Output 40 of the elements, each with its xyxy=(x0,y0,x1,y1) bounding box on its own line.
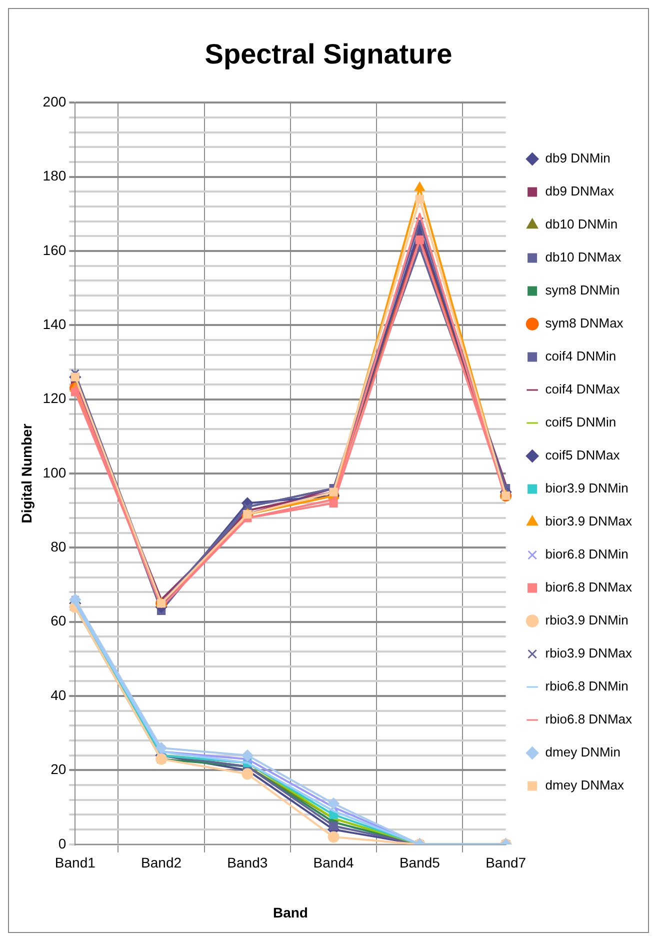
legend-label: bior3.9 DNMax xyxy=(545,514,632,529)
y-tick-label: 40 xyxy=(50,686,66,703)
x-tick-label: Band3 xyxy=(227,854,268,871)
legend-label: coif4 DNMax xyxy=(545,382,620,397)
y-tick-label: 160 xyxy=(42,242,66,258)
legend-label: bior6.8 DNMin xyxy=(545,546,628,562)
legend-label: sym8 DNMin xyxy=(545,282,620,298)
x-tick-label: Band4 xyxy=(313,854,354,871)
x-tick-label: Band1 xyxy=(54,854,96,871)
legend-label: db9 DNMin xyxy=(545,150,610,166)
legend-label: dmey DNMax xyxy=(545,778,625,793)
y-tick-label: 140 xyxy=(42,316,66,332)
legend-label: dmey DNMin xyxy=(545,744,620,760)
chart-title: Spectral Signature xyxy=(204,38,452,70)
legend-label: rbio3.9 DNMin xyxy=(545,612,628,628)
x-tick-label: Band2 xyxy=(141,854,182,871)
legend-label: rbio6.8 DNMax xyxy=(545,712,632,727)
x-tick-label: Band7 xyxy=(486,854,526,871)
y-axis-title: Digital Number xyxy=(18,423,34,524)
legend-label: db10 DNMin xyxy=(545,216,618,232)
y-tick-label: 20 xyxy=(50,761,66,778)
y-tick-label: 60 xyxy=(50,612,66,629)
y-tick-label: 0 xyxy=(58,835,66,852)
legend-label: sym8 DNMax xyxy=(545,316,624,331)
legend-label: rbio6.8 DNMin xyxy=(545,678,628,694)
legend-label: db9 DNMax xyxy=(545,184,614,199)
legend-label: rbio3.9 DNMax xyxy=(545,646,632,661)
legend-label: coif5 DNMax xyxy=(545,448,620,463)
y-tick-label: 80 xyxy=(50,538,66,555)
legend-label: db10 DNMax xyxy=(545,250,622,265)
x-axis-title: Band xyxy=(272,904,308,920)
x-tick-label: Band5 xyxy=(399,854,440,871)
y-tick-label: 200 xyxy=(42,93,66,110)
y-tick-label: 180 xyxy=(42,168,66,184)
legend-label: coif4 DNMin xyxy=(545,348,616,364)
y-tick-label: 120 xyxy=(42,390,66,406)
legend-label: bior6.8 DNMax xyxy=(545,580,632,595)
legend-label: bior3.9 DNMin xyxy=(545,480,628,496)
legend-label: coif5 DNMin xyxy=(545,414,616,430)
y-tick-label: 100 xyxy=(42,464,66,480)
